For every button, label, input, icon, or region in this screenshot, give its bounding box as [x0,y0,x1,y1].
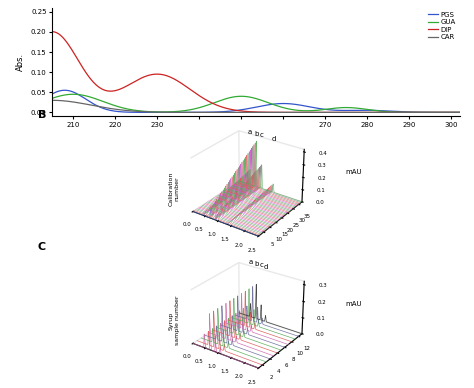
GUA [244,94,249,99]
CAR [292,110,298,115]
DIP [270,110,275,114]
CAR [270,110,275,115]
PGS [160,110,166,115]
DIP [292,110,298,115]
GUA [49,96,55,100]
Text: C: C [38,242,46,252]
PGS [245,106,250,111]
DIP [383,110,389,115]
PGS [247,106,253,111]
PGS [293,102,299,107]
Text: A: A [24,0,32,1]
DIP [447,110,453,115]
Text: B: B [38,110,46,120]
DIP [457,110,463,115]
PGS [49,92,55,96]
Line: CAR: CAR [52,100,460,113]
PGS [385,109,391,113]
GUA [293,108,299,113]
GUA [271,102,276,107]
DIP [49,29,55,34]
GUA [448,110,454,115]
X-axis label: Time (min): Time (min) [182,256,220,275]
DIP [243,109,248,114]
X-axis label: Wavelength (nm): Wavelength (nm) [219,133,292,142]
Line: DIP: DIP [52,32,460,113]
CAR [246,110,251,115]
Line: GUA: GUA [52,94,460,113]
GUA [384,109,390,114]
PGS [457,110,463,115]
Text: Calibration
number: Calibration number [169,171,180,206]
GUA [71,92,76,97]
Legend: PGS, GUA, DIP, CAR: PGS, GUA, DIP, CAR [427,11,456,41]
Y-axis label: Abs.: Abs. [16,53,25,71]
PGS [272,102,277,106]
GUA [457,110,463,115]
GUA [246,95,252,99]
CAR [49,98,55,103]
DIP [246,109,251,114]
CAR [447,110,453,115]
PGS [449,110,455,115]
Text: Syrup
sample number: Syrup sample number [169,296,180,345]
CAR [383,110,389,115]
CAR [243,110,248,115]
CAR [457,110,463,115]
Line: PGS: PGS [52,90,460,113]
PGS [62,88,67,93]
